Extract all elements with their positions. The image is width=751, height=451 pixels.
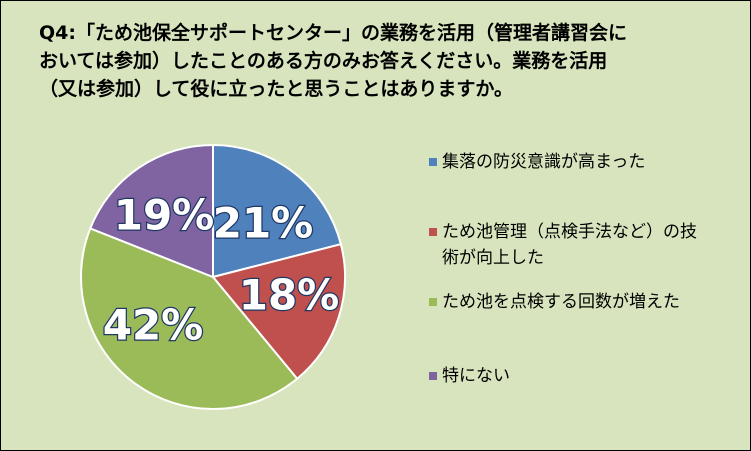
- legend-label-3: 特にない: [442, 366, 510, 386]
- pie-slice-2: [80, 227, 299, 410]
- legend-swatch-2: [429, 298, 437, 306]
- data-label-3: 19%: [114, 191, 215, 240]
- legend-label-0: 集落の防災意識が高まった: [442, 152, 646, 172]
- legend-swatch-0: [429, 158, 437, 166]
- legend-item-3: 特にない: [429, 363, 712, 389]
- chart-title: Q4:「ため池保全サポートセンター」の業務を活用（管理者講習会においては参加）し…: [39, 22, 627, 100]
- pie-slice-3: [88, 143, 214, 279]
- legend-swatch-3: [429, 372, 437, 380]
- legend-label-2: ため池を点検する回数が増えた: [442, 292, 680, 312]
- legend-item-1: ため池管理（点検手法など）の技術が向上した: [429, 219, 712, 271]
- legend-swatch-1: [429, 228, 437, 236]
- data-label-1: 18%: [239, 271, 340, 320]
- data-label-0: 21%: [213, 199, 314, 248]
- pie-slice-1: [211, 242, 346, 381]
- legend-item-2: ため池を点検する回数が増えた: [429, 289, 712, 315]
- legend-label-1: ため池管理（点検手法など）の技術が向上した: [442, 222, 697, 268]
- data-label-2: 42%: [103, 301, 204, 350]
- pie-slice-0: [212, 143, 343, 279]
- legend-item-0: 集落の防災意識が高まった: [429, 149, 712, 175]
